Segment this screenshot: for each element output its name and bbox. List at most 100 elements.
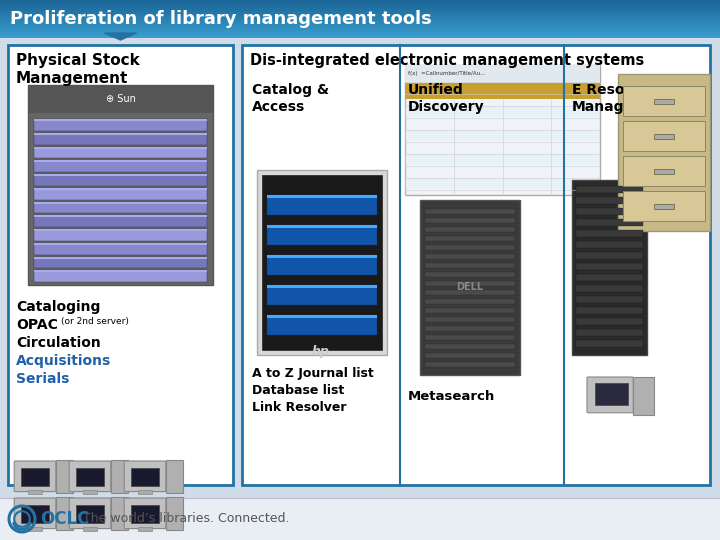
FancyBboxPatch shape [34,188,207,190]
Text: Catalog &
Access: Catalog & Access [252,83,329,114]
FancyBboxPatch shape [405,65,600,83]
FancyBboxPatch shape [654,134,674,139]
FancyBboxPatch shape [34,174,207,176]
FancyBboxPatch shape [28,85,213,285]
FancyBboxPatch shape [34,146,207,148]
FancyBboxPatch shape [425,344,515,349]
FancyBboxPatch shape [34,160,207,172]
FancyBboxPatch shape [34,133,207,135]
FancyBboxPatch shape [76,504,104,523]
FancyBboxPatch shape [125,498,166,529]
FancyBboxPatch shape [34,160,207,162]
FancyBboxPatch shape [34,229,207,231]
FancyBboxPatch shape [576,186,643,193]
FancyBboxPatch shape [425,263,515,268]
FancyBboxPatch shape [406,130,599,141]
FancyBboxPatch shape [267,195,377,198]
FancyBboxPatch shape [69,498,111,529]
FancyBboxPatch shape [257,170,387,355]
FancyBboxPatch shape [425,245,515,250]
FancyBboxPatch shape [76,468,104,486]
FancyBboxPatch shape [267,315,377,318]
FancyBboxPatch shape [623,156,705,186]
FancyBboxPatch shape [34,229,207,241]
FancyBboxPatch shape [425,290,515,295]
FancyBboxPatch shape [576,318,643,325]
Text: Unified
Discovery: Unified Discovery [408,83,485,114]
FancyBboxPatch shape [576,307,643,314]
FancyBboxPatch shape [21,504,49,523]
FancyBboxPatch shape [632,377,654,415]
FancyBboxPatch shape [34,243,207,245]
FancyBboxPatch shape [406,106,599,117]
FancyBboxPatch shape [595,383,629,406]
FancyBboxPatch shape [576,197,643,204]
FancyBboxPatch shape [262,175,382,350]
FancyBboxPatch shape [425,236,515,241]
FancyBboxPatch shape [425,299,515,304]
Text: OCLC: OCLC [40,510,89,528]
FancyBboxPatch shape [267,195,377,215]
FancyBboxPatch shape [111,497,128,530]
FancyBboxPatch shape [267,255,377,258]
FancyBboxPatch shape [34,270,207,272]
FancyBboxPatch shape [576,340,643,347]
FancyBboxPatch shape [267,255,377,275]
Text: E Resource
Management: E Resource Management [572,83,675,114]
FancyBboxPatch shape [28,85,213,113]
FancyBboxPatch shape [406,154,599,165]
FancyBboxPatch shape [34,256,207,259]
Text: Circulation: Circulation [16,336,101,350]
FancyBboxPatch shape [34,270,207,282]
FancyBboxPatch shape [405,83,600,99]
FancyBboxPatch shape [267,285,377,305]
FancyBboxPatch shape [84,526,96,531]
FancyBboxPatch shape [21,468,49,486]
FancyBboxPatch shape [69,461,111,491]
FancyBboxPatch shape [34,201,207,213]
FancyBboxPatch shape [576,219,643,226]
FancyBboxPatch shape [111,460,128,492]
FancyBboxPatch shape [125,461,166,491]
FancyBboxPatch shape [405,65,600,195]
FancyBboxPatch shape [34,133,207,145]
FancyBboxPatch shape [0,38,720,500]
Text: Physical Stock: Physical Stock [16,53,140,68]
FancyBboxPatch shape [267,225,377,245]
Polygon shape [104,33,137,40]
FancyBboxPatch shape [654,169,674,174]
FancyBboxPatch shape [131,504,159,523]
FancyBboxPatch shape [576,208,643,215]
Text: Cataloging: Cataloging [16,300,100,314]
FancyBboxPatch shape [138,526,152,531]
FancyBboxPatch shape [267,225,377,228]
Text: (or 2nd server): (or 2nd server) [61,317,129,326]
FancyBboxPatch shape [420,200,520,375]
FancyBboxPatch shape [28,489,42,494]
FancyBboxPatch shape [138,489,152,494]
Text: OPAC: OPAC [16,318,58,332]
FancyBboxPatch shape [654,204,674,209]
FancyBboxPatch shape [166,497,184,530]
FancyBboxPatch shape [576,285,643,292]
FancyBboxPatch shape [425,209,515,214]
Text: A to Z Journal list: A to Z Journal list [252,367,374,380]
Text: Link Resolver: Link Resolver [252,401,346,414]
FancyBboxPatch shape [34,215,207,217]
FancyBboxPatch shape [576,252,643,259]
FancyBboxPatch shape [131,468,159,486]
FancyBboxPatch shape [242,45,710,485]
FancyBboxPatch shape [576,296,643,303]
FancyBboxPatch shape [623,86,705,116]
FancyBboxPatch shape [0,498,720,540]
Text: Metasearch: Metasearch [408,390,495,403]
Text: Acquisitions: Acquisitions [16,354,112,368]
FancyBboxPatch shape [576,230,643,237]
FancyBboxPatch shape [576,263,643,270]
FancyBboxPatch shape [425,218,515,223]
FancyBboxPatch shape [56,460,73,492]
FancyBboxPatch shape [267,285,377,288]
FancyBboxPatch shape [576,329,643,336]
FancyBboxPatch shape [56,497,73,530]
Text: Database list: Database list [252,384,344,397]
